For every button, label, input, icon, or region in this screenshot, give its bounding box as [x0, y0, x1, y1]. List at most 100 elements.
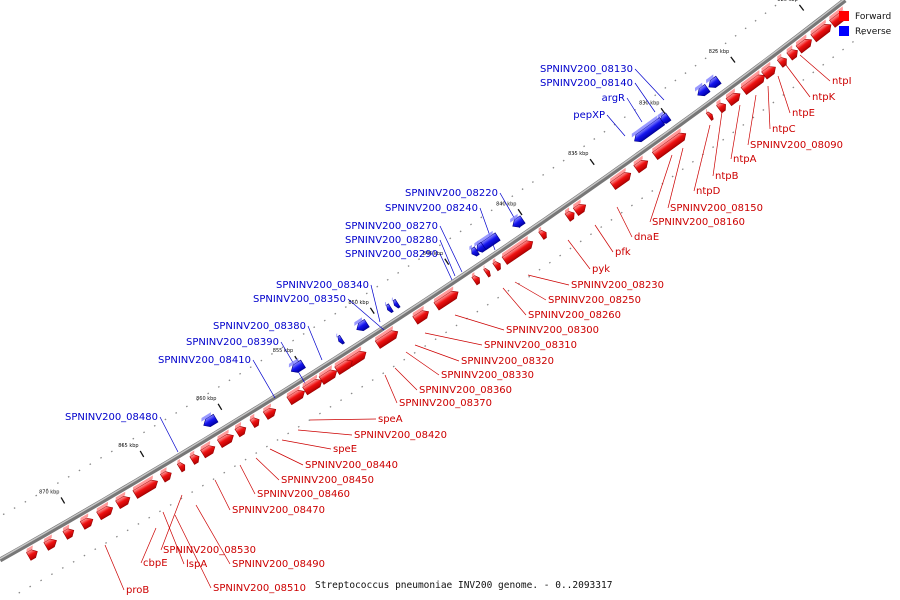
forward-gene-23-top-face — [375, 325, 393, 341]
forward-gene-41 — [62, 524, 75, 540]
legend-forward-label: Forward — [855, 12, 891, 22]
reverse-gene-1-body — [708, 75, 722, 88]
reverse-label-2: SPNINV200_08140 — [540, 78, 633, 89]
forward-label-30-leader — [160, 494, 183, 551]
forward-label-6: ntpA — [733, 154, 757, 165]
forward-gene-35-top-face — [177, 459, 181, 465]
forward-gene-20 — [471, 272, 480, 286]
forward-label-23: speA — [378, 414, 403, 425]
reverse-label-5: SPNINV200_08220 — [405, 188, 498, 199]
forward-label-30: SPNINV200_08530 — [163, 545, 256, 556]
reverse-label-11-leader — [347, 298, 385, 331]
reverse-gene-10-top-face — [385, 301, 386, 307]
reverse-label-14-leader — [252, 359, 276, 399]
reverse-gene-13-top-face — [288, 358, 299, 368]
reverse-gene-8-top-face — [469, 244, 472, 251]
forward-gene-22 — [412, 305, 429, 325]
scale-tick-mark — [139, 450, 145, 458]
forward-label-18-leader — [424, 332, 483, 346]
forward-gene-27-top-face — [302, 374, 318, 388]
forward-label-9-leader — [667, 147, 684, 209]
reverse-gene-2-body — [697, 83, 711, 97]
scale-tick-label: 845 kbp — [423, 251, 443, 257]
forward-gene-31-body — [234, 425, 247, 438]
inner-dot-ring — [18, 29, 869, 594]
forward-gene-40-body — [79, 517, 94, 530]
scale-tick-label: 870 kbp — [39, 489, 59, 495]
forward-label-17-leader — [454, 314, 505, 331]
forward-label-11-leader — [616, 206, 633, 238]
forward-gene-13 — [609, 167, 632, 191]
reverse-label-12-leader — [307, 325, 323, 361]
reverse-label-10: SPNINV200_08340 — [276, 280, 369, 291]
forward-gene-14-top-face — [573, 199, 581, 209]
forward-gene-39-top-face — [96, 501, 109, 512]
forward-gene-29-body — [262, 407, 277, 420]
forward-label-8-leader — [693, 124, 711, 192]
reverse-label-15-leader — [159, 416, 179, 453]
scale-tick-label: 825 kbp — [709, 49, 729, 55]
forward-gene-37-top-face — [132, 475, 153, 491]
reverse-gene-6-top-face — [476, 230, 493, 246]
forward-label-32-leader — [162, 511, 185, 565]
reverse-gene-14-top-face — [201, 412, 211, 422]
forward-gene-29 — [262, 403, 277, 420]
reverse-gene-4-top-face — [631, 115, 658, 138]
forward-gene-4-top-face — [786, 45, 793, 53]
forward-label-20: SPNINV200_08330 — [441, 370, 534, 381]
forward-gene-35 — [176, 459, 186, 473]
reverse-gene-5-body — [512, 215, 526, 228]
forward-label-29-leader — [214, 479, 231, 511]
reverse-gene-10 — [385, 301, 394, 313]
forward-gene-18-body — [492, 261, 501, 272]
forward-gene-20-top-face — [471, 272, 475, 278]
forward-gene-28 — [286, 385, 305, 406]
forward-gene-19-body — [483, 267, 491, 278]
forward-gene-43-top-face — [26, 545, 33, 553]
forward-gene-40 — [79, 513, 94, 530]
forward-gene-21-top-face — [433, 286, 454, 303]
forward-label-32: lspA — [186, 559, 207, 570]
forward-gene-21 — [433, 286, 459, 311]
reverse-gene-11 — [354, 317, 370, 332]
forward-label-7-leader — [712, 111, 723, 177]
reverse-gene-12-top-face — [336, 333, 338, 338]
forward-gene-14 — [572, 199, 587, 216]
forward-label-10-leader — [649, 154, 673, 223]
forward-gene-39 — [96, 501, 114, 521]
reverse-gene-7-top-face — [474, 240, 479, 247]
forward-gene-10-top-face — [706, 108, 708, 114]
forward-label-35-leader — [104, 544, 125, 591]
forward-gene-43 — [26, 545, 38, 561]
legend-forward-swatch — [839, 11, 849, 21]
forward-label-15-leader — [514, 281, 547, 301]
scale-tick-mark — [60, 497, 66, 504]
reverse-label-8: SPNINV200_08280 — [345, 235, 438, 246]
forward-label-13-leader — [567, 239, 591, 270]
forward-gene-36 — [159, 467, 172, 483]
forward-gene-7-body — [740, 74, 765, 96]
reverse-label-8-leader — [439, 239, 456, 277]
forward-label-12: pfk — [615, 247, 631, 258]
legend-reverse-label: Reverse — [855, 27, 892, 37]
scale-tick-mark — [730, 56, 736, 63]
forward-gene-8 — [725, 88, 741, 107]
forward-gene-4-body — [786, 49, 798, 61]
reverse-label-12: SPNINV200_08380 — [213, 321, 306, 332]
scale-tick-label: 835 kbp — [568, 151, 588, 157]
reverse-gene-1 — [706, 74, 722, 88]
forward-gene-9 — [716, 98, 726, 114]
reverse-label-13: SPNINV200_08390 — [186, 337, 279, 348]
forward-gene-12-top-face — [633, 155, 643, 166]
reverse-gene-7 — [474, 240, 487, 253]
forward-gene-2-body — [810, 23, 832, 43]
forward-label-4-leader — [767, 85, 771, 130]
reverse-gene-12-body — [337, 334, 345, 345]
forward-gene-22-top-face — [412, 305, 424, 317]
reverse-gene-9-top-face — [391, 297, 393, 302]
forward-gene-25 — [334, 355, 353, 375]
forward-gene-41-body — [62, 528, 75, 540]
reverse-gene-8-body — [471, 246, 480, 257]
genome-caption: Streptococcus pneumoniae INV200 genome. … — [315, 580, 612, 591]
